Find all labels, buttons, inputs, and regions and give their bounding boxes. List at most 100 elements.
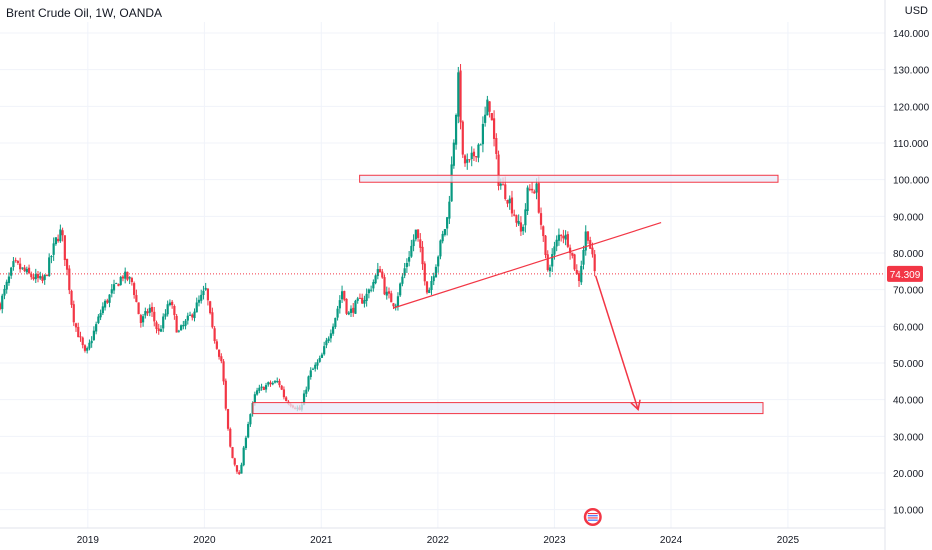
candle-body [410, 245, 413, 257]
candle-body [128, 277, 131, 279]
candle-body [459, 70, 462, 123]
candle-body [506, 199, 509, 204]
candle-body [139, 315, 142, 323]
x-tick-label: 2024 [660, 535, 683, 546]
candle-body [421, 246, 424, 265]
candle-body [593, 254, 596, 272]
candle-body [479, 144, 482, 146]
candle-body [501, 184, 505, 186]
x-tick-label: 2021 [310, 535, 333, 546]
candle-body [517, 220, 520, 225]
candle-body [332, 326, 335, 334]
candle-body [235, 465, 239, 472]
candle-body [432, 276, 435, 282]
candle-body [542, 226, 545, 237]
y-tick-label: 110.000 [893, 139, 929, 150]
x-tick-label: 2022 [427, 535, 450, 546]
candle-body [155, 322, 158, 329]
candle-body [97, 316, 100, 324]
candle-body [99, 313, 102, 318]
candle-body [260, 386, 263, 388]
candle-body [562, 235, 565, 239]
candle-body [247, 424, 250, 438]
candle-body [171, 301, 174, 306]
candle-body [307, 376, 310, 390]
candle-body [175, 315, 178, 333]
candle-body [488, 101, 491, 112]
candle-body [14, 259, 17, 261]
candle-body [117, 284, 120, 287]
candle-body [577, 273, 581, 281]
candle-body [376, 269, 379, 276]
candle-body [302, 393, 306, 406]
candle-body [323, 346, 326, 355]
candle-body [103, 300, 107, 308]
candle-body [233, 458, 236, 465]
candle-body [566, 234, 569, 247]
candle-body [378, 269, 382, 273]
candle-body [59, 229, 62, 242]
y-tick-label: 130.000 [893, 66, 930, 77]
candle-body [282, 389, 286, 398]
candle-body [253, 394, 256, 403]
candle-body [408, 257, 411, 262]
x-tick-label: 2023 [543, 535, 566, 546]
candle-body [448, 201, 451, 219]
candle-body [88, 342, 91, 349]
candle-body [101, 306, 104, 314]
candle-body [367, 289, 370, 294]
candle-body [249, 414, 252, 425]
candle-body [575, 270, 578, 275]
candle-body [16, 261, 19, 264]
candle-body [12, 261, 15, 268]
candle-body [383, 277, 386, 295]
y-tick-label: 100.000 [893, 176, 930, 187]
candle-body [121, 276, 125, 279]
candle-body [430, 280, 433, 291]
candle-body [345, 298, 348, 314]
candle-body [437, 256, 440, 267]
candle-body [188, 314, 192, 316]
candle-body [381, 271, 384, 278]
candle-body [358, 297, 362, 299]
candle-body [262, 386, 265, 391]
candle-body [580, 265, 583, 283]
candle-body [258, 387, 261, 391]
candle-body [130, 278, 134, 282]
candle-body [226, 409, 230, 429]
candle-body [513, 214, 516, 216]
currency-label: USD [904, 5, 928, 17]
candle-body [582, 250, 585, 265]
candle-body [352, 307, 355, 313]
candle-body [385, 291, 388, 296]
candle-body [441, 233, 444, 242]
candle-body [54, 237, 57, 245]
candle-body [126, 271, 129, 280]
forecast-arrow[interactable] [594, 275, 639, 410]
candle-body [133, 283, 136, 295]
trendline[interactable] [393, 221, 662, 309]
candle-body [90, 340, 93, 344]
candle-body [135, 295, 138, 302]
candle-body [231, 447, 234, 459]
candle-body [419, 239, 422, 248]
support-zone[interactable] [252, 402, 764, 415]
candle-body [338, 300, 341, 309]
resistance-zone[interactable] [359, 174, 779, 183]
candle-body [316, 362, 319, 366]
candle-body [186, 315, 189, 321]
candle-body [361, 297, 364, 304]
us-flag-stripe [587, 515, 598, 517]
candle-body [392, 303, 395, 307]
candle-body [399, 283, 402, 296]
candle-body [209, 301, 212, 314]
candle-body [21, 267, 24, 269]
candle-body [584, 231, 587, 251]
candle-body [486, 99, 489, 116]
candle-body [184, 320, 187, 326]
candle-body [81, 337, 84, 346]
candle-body [202, 290, 205, 296]
candle-body [363, 300, 366, 304]
candle-body [153, 311, 156, 322]
